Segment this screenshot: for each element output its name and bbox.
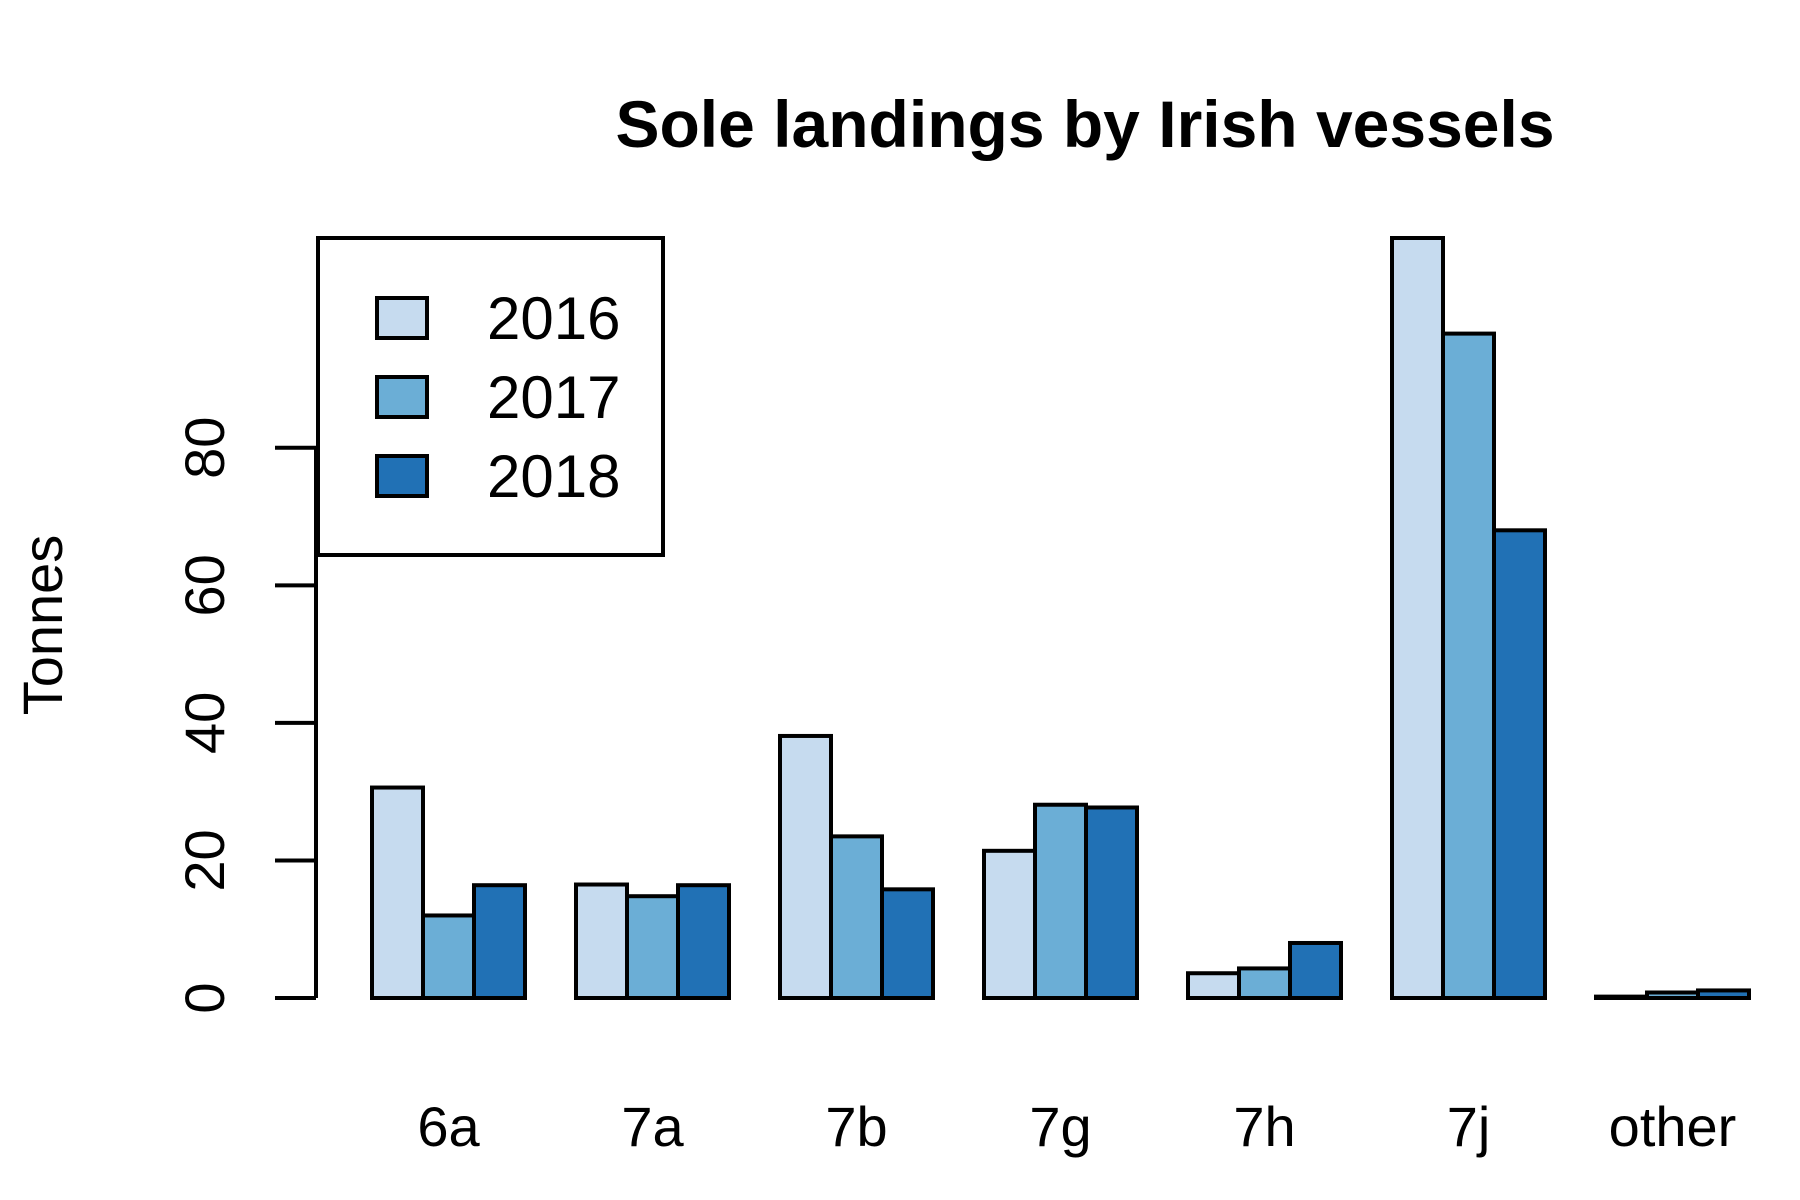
x-axis: 6a 7a 7b 7g 7h 7j other [417,1095,1736,1158]
bar-6a-2017 [421,913,476,1000]
x-tick-label-7h: 7h [1233,1095,1295,1158]
bar-7h-2016 [1186,971,1241,1000]
legend-label-2016: 2016 [487,285,620,352]
bar-7j-2016 [1390,236,1445,1000]
legend-swatch-2016 [375,296,429,340]
x-tick-label-7a: 7a [621,1095,684,1158]
legend-label-2018: 2018 [487,443,620,510]
x-tick-label-other: other [1609,1095,1737,1158]
y-tick-label-20: 20 [173,829,236,891]
bar-other-2016 [1594,994,1649,1001]
y-tick-label-60: 60 [173,554,236,616]
bar-7b-2017 [829,834,884,1000]
bar-7h-2018 [1288,940,1343,1000]
bar-7a-2016 [574,882,629,1000]
chart-title: Sole landings by Irish vessels [615,87,1554,161]
bar-7g-2018 [1084,805,1139,1001]
bar-6a-2016 [370,785,425,1000]
y-tick-label-40: 40 [173,692,236,754]
x-tick-label-6a: 6a [417,1095,480,1158]
y-tick-label-80: 80 [173,417,236,479]
y-tick-label-0: 0 [173,982,236,1013]
bar-6a-2018 [472,883,527,1000]
legend-label-2017: 2017 [487,364,620,431]
bars [370,236,1751,1001]
x-tick-label-7b: 7b [825,1095,887,1158]
legend-swatch-2017 [375,375,429,419]
x-tick-label-7j: 7j [1447,1095,1491,1158]
y-axis-label: Tonnes [11,535,74,716]
bar-7j-2017 [1441,331,1496,1000]
legend: 2016 2017 2018 [316,236,665,557]
bar-7a-2017 [625,894,680,1000]
bar-7g-2016 [982,848,1037,1000]
y-axis: 0 20 40 60 80 [173,417,318,1014]
legend-swatch-2018 [375,454,429,498]
bar-7h-2017 [1237,966,1292,1001]
bar-other-2017 [1645,990,1700,1001]
bar-7a-2018 [676,883,731,1000]
bar-7j-2018 [1492,528,1547,1000]
bar-7g-2017 [1033,802,1088,1000]
bar-other-2018 [1696,988,1751,1000]
bar-7b-2016 [778,733,833,1001]
bar-7b-2018 [880,887,935,1001]
x-tick-label-7g: 7g [1029,1095,1091,1158]
